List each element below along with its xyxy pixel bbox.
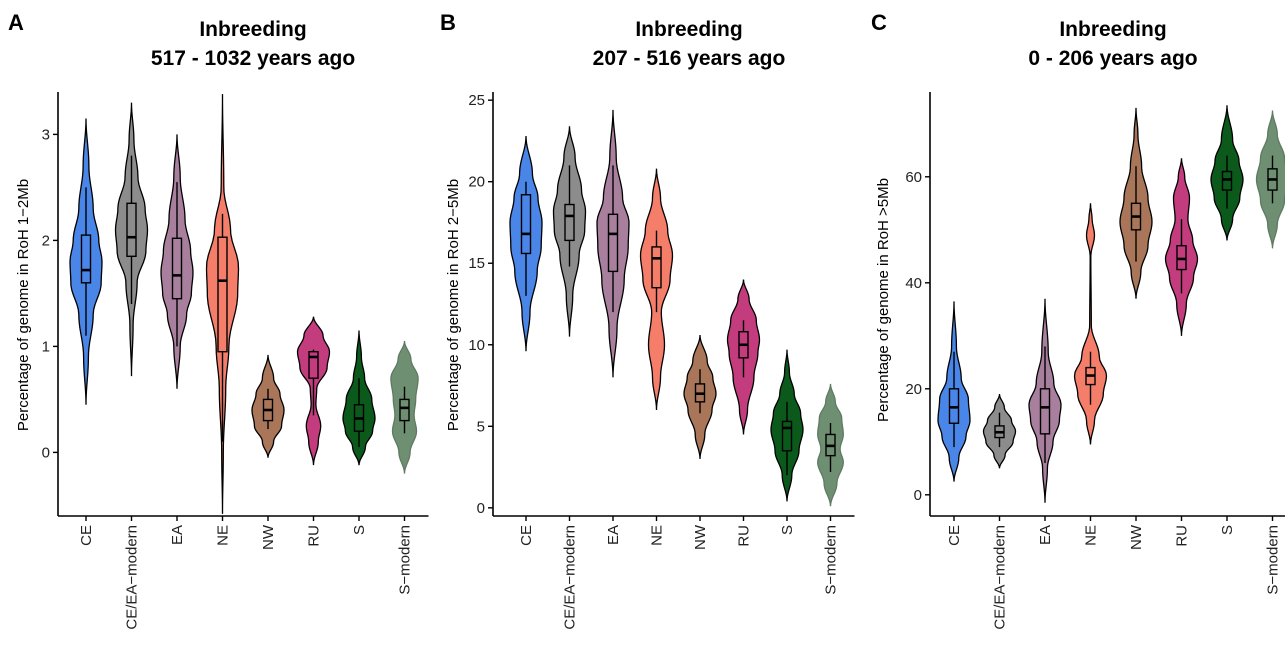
violin-s-modern [390, 341, 419, 474]
y-tick-label: 25 [468, 92, 485, 109]
x-tick-label: NE [649, 525, 666, 546]
panel-c: C Inbreeding 0 - 206 years ago Percentag… [871, 10, 1285, 630]
x-tick-label: S [779, 525, 796, 535]
x-tick-label: RU [736, 525, 753, 547]
x-tick-label: S−modern [1265, 525, 1282, 595]
y-tick-label: 1 [42, 338, 50, 355]
y-tick-label: 2 [42, 232, 50, 249]
y-tick-label: 60 [905, 169, 922, 186]
violin-ce-ea-modern [552, 126, 587, 337]
violin-s [770, 349, 804, 502]
x-tick-label: CE [518, 525, 535, 546]
box-iqr [948, 388, 960, 424]
violin-ru [1164, 158, 1199, 336]
y-axis-label: Percentage of genome in RoH 2−5Mb [445, 179, 462, 431]
x-tick-label: CE/EA−modern [992, 525, 1009, 630]
x-tick-label: CE/EA−modern [562, 525, 579, 630]
panel-title-line1: Inbreeding [635, 18, 742, 41]
panel-title-line2: 0 - 206 years ago [1028, 47, 1197, 70]
x-tick-label: NW [692, 524, 709, 550]
violin-ea [1028, 298, 1062, 503]
violin-nw [251, 354, 285, 458]
violin-ea [596, 109, 630, 378]
box-iqr [126, 202, 137, 258]
y-tick-label: 3 [42, 126, 50, 143]
panel-title-line2: 517 - 1032 years ago [151, 47, 355, 70]
x-tick-label: EA [605, 525, 622, 545]
y-tick-label: 0 [914, 487, 922, 504]
x-tick-label: S−modern [823, 525, 840, 595]
y-tick-label: 10 [468, 337, 485, 354]
box-iqr [217, 236, 228, 353]
x-tick-label: CE [946, 525, 963, 546]
panel-a: A Inbreeding 517 - 1032 years ago Percen… [8, 10, 429, 630]
box-iqr [399, 398, 410, 422]
x-tick-label: EA [169, 525, 186, 545]
x-tick-label: CE/EA−modern [124, 525, 141, 630]
panel-title-line1: Inbreeding [199, 18, 306, 41]
x-tick-label: CE [78, 525, 95, 546]
violin-nw [683, 334, 717, 459]
box-iqr [1176, 244, 1187, 271]
violin-ce [69, 118, 103, 405]
violin-ne [1073, 203, 1108, 445]
violin-ea [160, 134, 194, 389]
violin-ce [937, 301, 971, 482]
x-tick-label: EA [1037, 525, 1054, 545]
x-tick-label: NW [260, 524, 277, 550]
x-tick-label: S [351, 525, 368, 535]
x-tick-label: NE [1083, 525, 1100, 546]
violin-ne [205, 94, 240, 514]
x-tick-label: S−modern [397, 525, 414, 595]
x-tick-label: RU [306, 525, 323, 547]
box-iqr [651, 246, 662, 289]
panel-title-line2: 207 - 516 years ago [593, 47, 786, 70]
violin-ne [639, 168, 674, 411]
y-tick-label: 20 [905, 381, 922, 398]
x-tick-label: NW [1128, 524, 1145, 550]
violin-body [1073, 203, 1108, 445]
violin-ce-ea-modern [982, 394, 1017, 469]
violin-nw [1119, 107, 1153, 299]
box-iqr [781, 420, 793, 452]
x-tick-label: RU [1174, 525, 1191, 547]
y-tick-label: 40 [905, 275, 922, 292]
violin-s [342, 330, 376, 466]
violin-ru [726, 279, 761, 435]
y-tick-label: 20 [468, 174, 485, 191]
x-tick-label: S [1219, 525, 1236, 535]
box-iqr [607, 213, 619, 273]
violin-ru [296, 316, 331, 466]
box-iqr [1221, 170, 1233, 191]
panel-b: B Inbreeding 207 - 516 years ago Percent… [440, 10, 855, 630]
violin-s [1210, 105, 1244, 241]
box-iqr [1039, 388, 1051, 435]
box-iqr [171, 237, 183, 300]
violin-ce [509, 136, 543, 352]
box-iqr [564, 203, 575, 242]
violin-s-modern [1255, 110, 1285, 249]
y-axis-label: Percentage of genome in RoH 1−2Mb [15, 179, 32, 431]
panel-letter: C [871, 10, 887, 35]
panel-letter: B [440, 10, 456, 35]
panel-letter: A [8, 10, 24, 35]
x-tick-label: NE [215, 525, 232, 546]
y-tick-label: 0 [42, 444, 50, 461]
box-iqr [308, 351, 319, 379]
violin-s-modern [817, 383, 844, 507]
violin-ce-ea-modern [114, 102, 149, 377]
box-iqr [80, 234, 92, 284]
box-iqr [520, 194, 532, 255]
y-tick-label: 15 [468, 255, 485, 272]
panel-title-line1: Inbreeding [1059, 18, 1166, 41]
y-axis-label: Percentage of genome in RoH >5Mb [875, 178, 892, 422]
y-tick-label: 0 [477, 500, 485, 517]
y-tick-label: 5 [477, 418, 485, 435]
